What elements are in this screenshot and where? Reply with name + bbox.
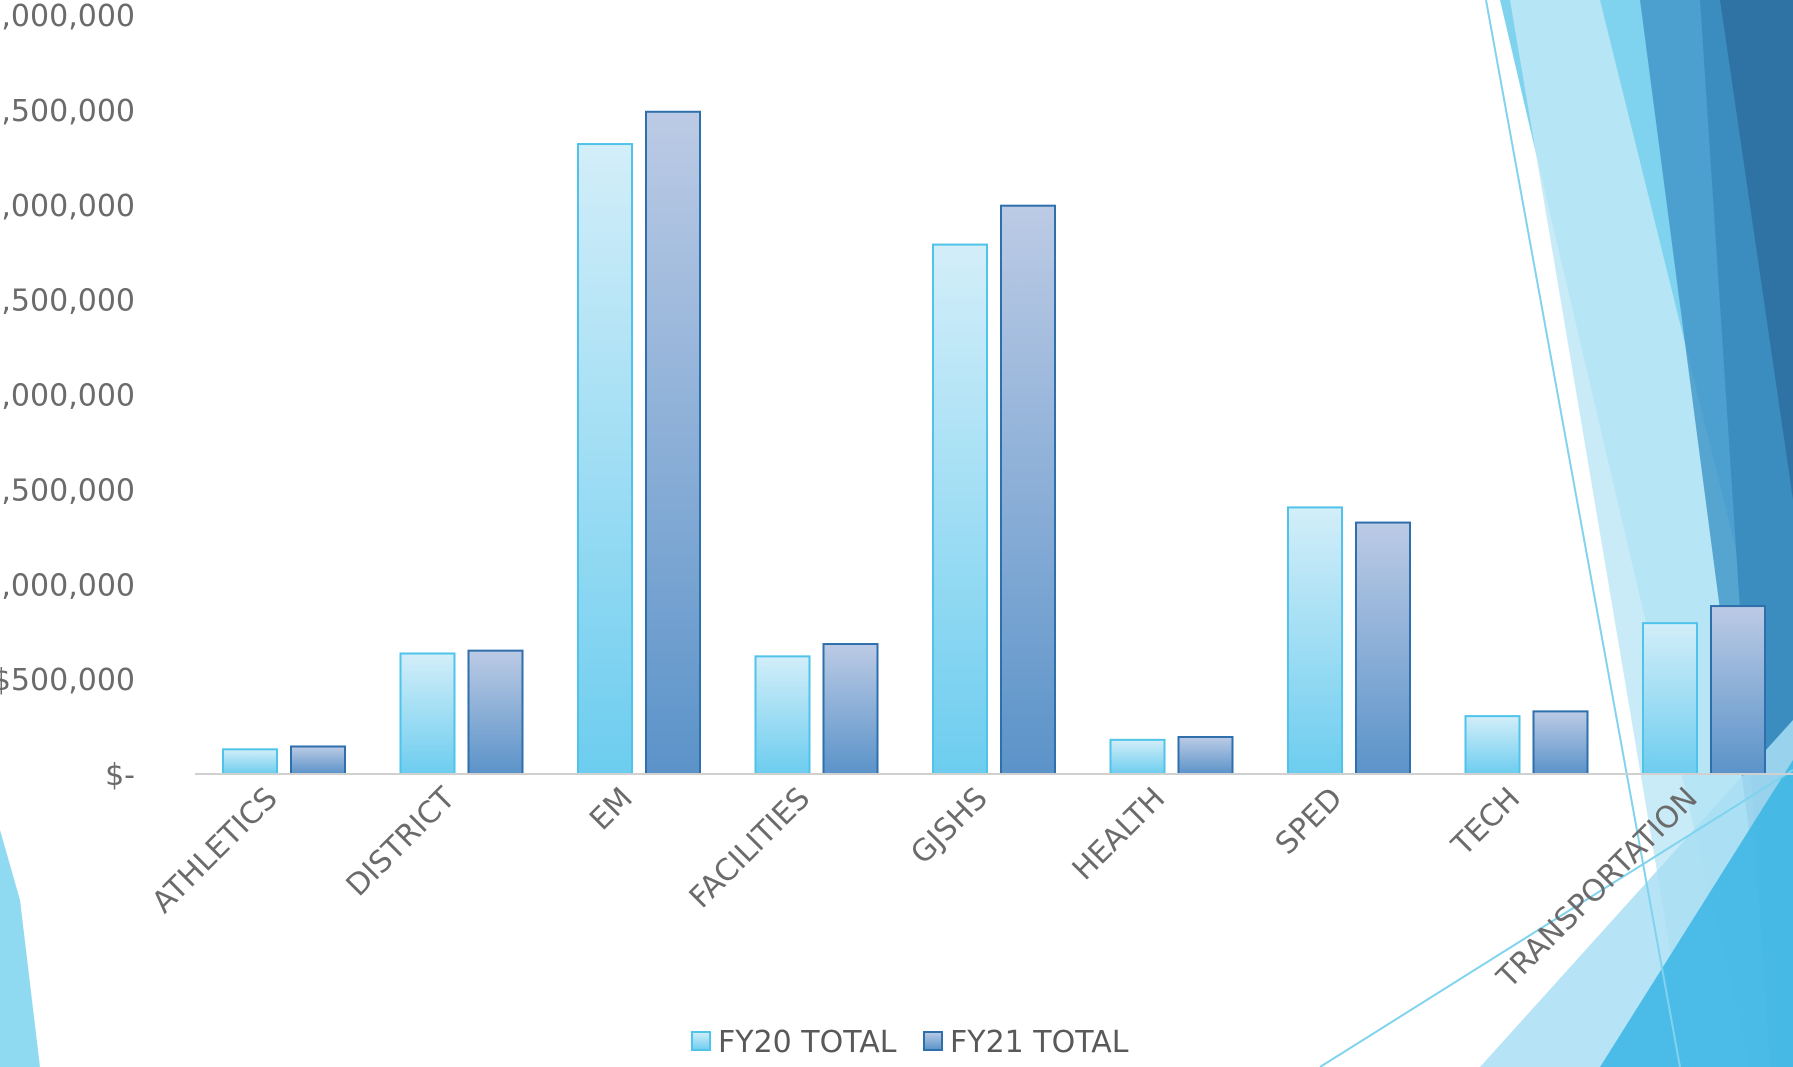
bar-fy21-facilities [822, 643, 879, 775]
y-tick-label: $2,500,000 [0, 284, 135, 319]
legend-label: FY21 TOTAL [950, 1025, 1129, 1060]
plot-area [222, 110, 1766, 776]
bar-fy20-em [577, 143, 633, 775]
bar-fy20-transportation [1642, 622, 1698, 775]
bar-fy20-district [399, 652, 456, 775]
x-tick-label: HEALTH [1066, 781, 1172, 887]
legend-swatch [923, 1031, 943, 1051]
decor-line-2 [1319, 769, 1793, 1067]
bar-fy20-gjshs [932, 243, 988, 776]
y-axis-ticks: $- $500,000 $1,000,000 $1,500,000 $2,000,000… [0, 0, 135, 793]
y-tick-label: $1,500,000 [0, 473, 135, 508]
x-axis-category-labels: ATHLETICS DISTRICT EM FACILITIES GJSHS HEALTH… [145, 780, 1704, 995]
bar-fy21-gjshs [1000, 204, 1056, 776]
legend: FY20 TOTAL FY21 TOTAL [691, 1025, 1129, 1060]
bar-fy21-tech [1532, 710, 1589, 776]
bar-fy21-transportation [1710, 605, 1766, 775]
y-tick-label: $2,000,000 [0, 379, 135, 414]
bar-group-em [577, 110, 701, 775]
bar-fy21-health [1177, 735, 1234, 776]
y-tick-label: $3,000,000 [0, 189, 135, 224]
x-tick-label: TECH [1445, 781, 1528, 864]
bar-group-district [399, 649, 524, 775]
x-tick-label: GJSHS [904, 781, 994, 871]
legend-item: FY20 TOTAL [691, 1025, 897, 1060]
y-tick-label: $3,500,000 [0, 94, 135, 129]
x-tick-label: ATHLETICS [145, 781, 284, 920]
bar-fy21-district [467, 649, 524, 775]
decor-line-1 [1485, 0, 1681, 1067]
bar-group-athletics [222, 745, 346, 776]
legend-swatch [691, 1031, 711, 1051]
x-tick-label: SPED [1269, 781, 1350, 862]
bar-group-facilities [754, 643, 879, 775]
y-tick-label: $1,000,000 [0, 568, 135, 603]
bar-group-tech [1464, 710, 1589, 776]
bar-fy21-sped [1355, 521, 1411, 775]
y-tick-label: $4,000,000 [0, 0, 135, 34]
bar-group-gjshs [932, 204, 1056, 776]
bar-group-health [1109, 735, 1234, 776]
x-tick-label: EM [583, 781, 639, 837]
bar-fy21-athletics [290, 745, 346, 776]
bar-fy20-sped [1287, 506, 1343, 775]
bar-fy20-athletics [222, 748, 278, 776]
decor-shape-left [0, 830, 40, 1067]
bar-fy21-em [645, 110, 701, 775]
y-tick-label: $500,000 [0, 663, 135, 698]
legend-label: FY20 TOTAL [718, 1025, 897, 1060]
legend-item: FY21 TOTAL [923, 1025, 1129, 1060]
bar-fy20-tech [1464, 715, 1521, 775]
decor-shape-bottom-mid [1600, 760, 1793, 1067]
bar-group-sped [1287, 506, 1411, 775]
y-tick-label: $- [105, 758, 135, 793]
x-tick-label: FACILITIES [683, 781, 817, 915]
bar-fy20-facilities [754, 655, 811, 775]
bar-fy20-health [1109, 738, 1166, 775]
x-tick-label: DISTRICT [340, 780, 463, 903]
